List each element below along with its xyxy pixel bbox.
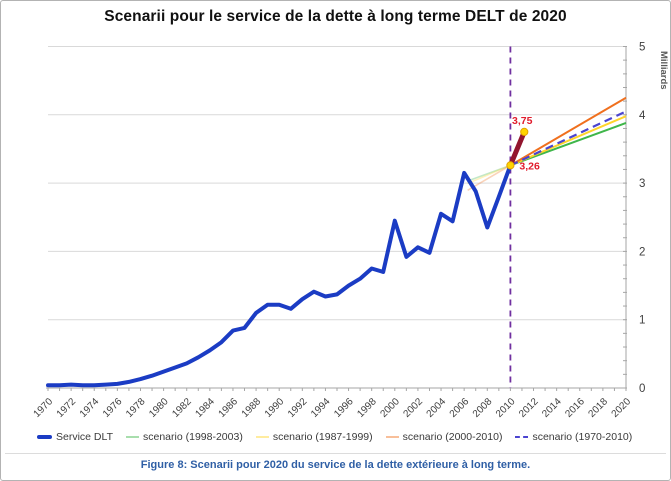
x-tick-label: 1986: [217, 396, 241, 420]
projection-2011-segment: [507, 129, 527, 168]
data-point-marker: [520, 127, 529, 136]
y-tick-label: 0: [639, 383, 645, 395]
x-tick-label: 1996: [332, 396, 356, 420]
y-tick-label: 1: [639, 315, 645, 327]
scenario-line: [509, 96, 627, 167]
x-tick-label: 1988: [240, 396, 264, 420]
x-tick-label: 2020: [610, 396, 634, 420]
scenario-1970-2010-dashed-line-icon: [515, 436, 529, 438]
scenario-trend-faint: [467, 164, 511, 182]
x-tick-label: 1976: [101, 396, 125, 420]
x-tick-label: 2012: [517, 396, 541, 420]
scenario-line: [510, 122, 627, 167]
legend-item-scenario-1987-1999[interactable]: scenario (1987-1999): [255, 431, 373, 443]
x-tick-label: 2006: [448, 396, 472, 420]
y-tick-label: 3: [639, 178, 645, 190]
x-tick-label: 1974: [78, 396, 102, 420]
legend-item-service-dlt[interactable]: Service DLT: [37, 431, 113, 443]
x-tick-label: 1990: [263, 396, 287, 420]
data-point-marker: [506, 161, 515, 170]
y-tick-label: 2: [639, 246, 645, 258]
scenario-2000-2010-line-icon: [385, 436, 399, 438]
legend-item-scenario-1970-2010[interactable]: scenario (1970-2010): [515, 431, 632, 443]
legend-label: scenario (1970-2010): [532, 431, 633, 443]
x-tick-label: 2010: [494, 396, 518, 420]
x-tick-label: 2016: [563, 396, 587, 420]
legend-item-scenario-1998-2003[interactable]: scenario (1998-2003): [126, 431, 243, 443]
x-tick-label: 1998: [355, 396, 379, 420]
x-tick-label: 2014: [540, 396, 564, 420]
legend-label: scenario (1987-1999): [272, 431, 373, 443]
legend-label: scenario (1998-2003): [143, 431, 243, 443]
x-tick-label: 1970: [32, 396, 56, 420]
scenario-line: [509, 110, 627, 167]
x-tick-label: 1972: [55, 396, 79, 420]
value-annotation: 3,75: [512, 115, 533, 127]
legend-item-scenario-2000-2010[interactable]: scenario (2000-2010): [385, 431, 503, 443]
x-tick-label: 2018: [586, 396, 610, 420]
value-annotation: 3,26: [519, 160, 540, 172]
x-tick-label: 1994: [309, 396, 333, 420]
x-tick-label: 1984: [193, 396, 217, 420]
service-dlt-line: [46, 163, 513, 388]
x-tick-label: 1978: [124, 396, 148, 420]
chart-title: Scenarii pour le service de la dette à l…: [104, 8, 567, 25]
y-tick-label: 4: [639, 110, 646, 122]
legend-label: scenario (2000-2010): [402, 431, 503, 443]
service-dlt-line-icon: [37, 434, 52, 440]
y-tick-label: 5: [639, 42, 645, 54]
scenario-1987-1999-line-icon: [255, 436, 269, 438]
x-tick-label: 2004: [425, 396, 449, 420]
scenario-1998-2003-line-icon: [126, 436, 139, 438]
x-tick-label: 1992: [286, 396, 310, 420]
x-tick-label: 2008: [471, 396, 495, 420]
x-tick-label: 2002: [402, 396, 426, 420]
legend-label: Service DLT: [56, 431, 113, 443]
x-tick-label: 2000: [378, 396, 402, 420]
figure-caption: Figure 8: Scenarii pour 2020 du service …: [140, 459, 531, 471]
y-axis-title: Milliards: [658, 51, 669, 90]
x-tick-label: 1980: [147, 396, 171, 420]
chart-bottom-border: [5, 453, 666, 454]
scenario-trend-faint: [467, 164, 511, 185]
x-tick-label: 1982: [170, 396, 194, 420]
chart-legend: Service DLT scenario (1998-2003) scenari…: [37, 431, 645, 443]
